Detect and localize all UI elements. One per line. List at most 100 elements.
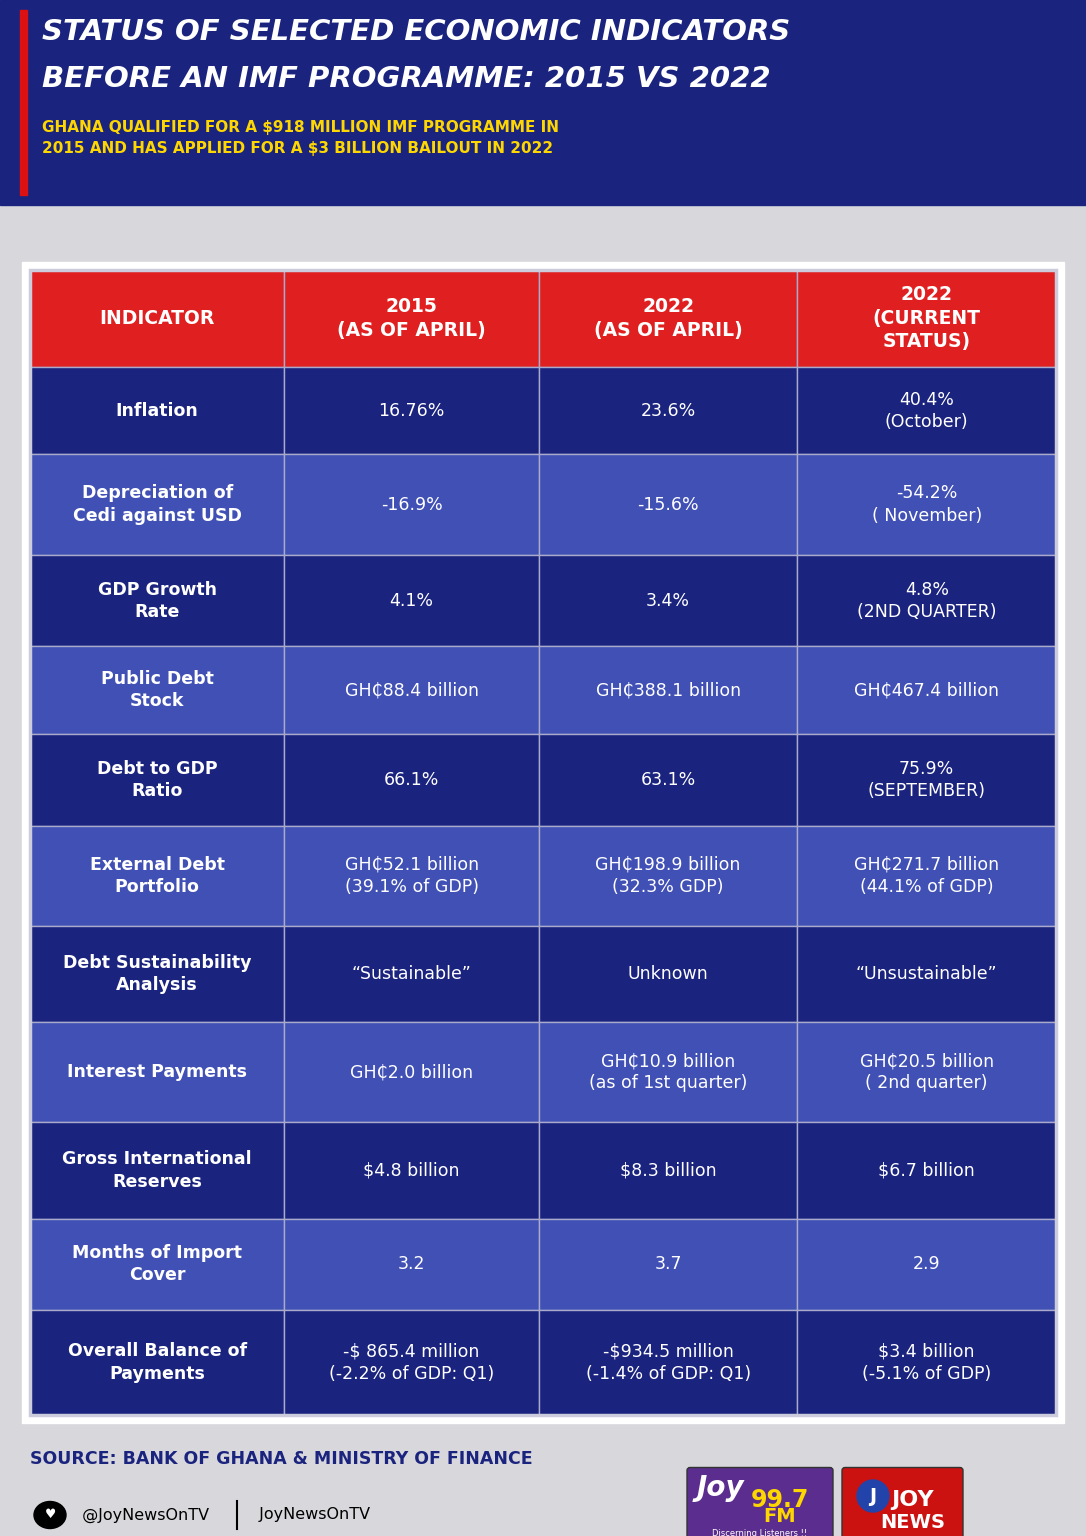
Text: 99.7: 99.7 — [750, 1488, 809, 1511]
Bar — [797, 455, 1056, 554]
Text: JoyNewsOnTV: JoyNewsOnTV — [249, 1507, 370, 1522]
Text: Public Debt
Stock: Public Debt Stock — [101, 670, 214, 710]
Bar — [539, 926, 797, 1021]
Text: STATUS OF SELECTED ECONOMIC INDICATORS: STATUS OF SELECTED ECONOMIC INDICATORS — [42, 18, 791, 46]
Text: GH₵20.5 billion
( 2nd quarter): GH₵20.5 billion ( 2nd quarter) — [860, 1052, 994, 1092]
Bar — [539, 647, 797, 734]
Bar — [285, 270, 539, 367]
Text: 40.4%
(October): 40.4% (October) — [885, 390, 969, 430]
Bar — [539, 270, 797, 367]
Text: GH₵88.4 billion: GH₵88.4 billion — [344, 680, 479, 699]
Text: 16.76%: 16.76% — [379, 402, 445, 419]
Bar — [797, 1021, 1056, 1123]
Text: FM: FM — [763, 1507, 796, 1525]
Text: $4.8 billion: $4.8 billion — [364, 1161, 460, 1180]
Bar — [797, 367, 1056, 455]
Text: 3.4%: 3.4% — [646, 591, 691, 610]
Text: 63.1%: 63.1% — [641, 771, 696, 788]
Bar — [285, 1310, 539, 1415]
Text: $8.3 billion: $8.3 billion — [620, 1161, 717, 1180]
Text: GH₵388.1 billion: GH₵388.1 billion — [595, 680, 741, 699]
Text: JOY: JOY — [892, 1490, 934, 1510]
Bar — [285, 647, 539, 734]
Bar — [30, 647, 285, 734]
Text: NEWS: NEWS — [880, 1513, 945, 1531]
Text: 4.8%
(2ND QUARTER): 4.8% (2ND QUARTER) — [857, 581, 997, 621]
Text: 2022
(CURRENT
STATUS): 2022 (CURRENT STATUS) — [873, 286, 981, 352]
Text: -15.6%: -15.6% — [637, 496, 699, 513]
Bar — [285, 367, 539, 455]
Text: GDP Growth
Rate: GDP Growth Rate — [98, 581, 217, 621]
Text: GH₵2.0 billion: GH₵2.0 billion — [350, 1063, 473, 1081]
Text: GHANA QUALIFIED FOR A $918 MILLION IMF PROGRAMME IN
2015 AND HAS APPLIED FOR A $: GHANA QUALIFIED FOR A $918 MILLION IMF P… — [42, 120, 559, 157]
FancyBboxPatch shape — [687, 1467, 833, 1536]
Text: Gross International
Reserves: Gross International Reserves — [62, 1150, 252, 1190]
Bar — [285, 926, 539, 1021]
Bar — [797, 554, 1056, 647]
Bar — [285, 1021, 539, 1123]
Text: GH₵52.1 billion
(39.1% of GDP): GH₵52.1 billion (39.1% of GDP) — [344, 856, 479, 895]
Bar — [539, 734, 797, 825]
Bar — [30, 367, 285, 455]
Text: 75.9%
(SEPTEMBER): 75.9% (SEPTEMBER) — [868, 759, 986, 800]
Text: -$934.5 million
(-1.4% of GDP: Q1): -$934.5 million (-1.4% of GDP: Q1) — [585, 1342, 750, 1382]
Bar — [30, 270, 1056, 1415]
Bar — [20, 11, 27, 195]
Bar — [0, 0, 1086, 204]
Text: Interest Payments: Interest Payments — [67, 1063, 248, 1081]
Text: $3.4 billion
(-5.1% of GDP): $3.4 billion (-5.1% of GDP) — [862, 1342, 992, 1382]
Bar — [22, 263, 1064, 1422]
Text: -16.9%: -16.9% — [381, 496, 443, 513]
Bar — [30, 1021, 285, 1123]
Text: “Unsustainable”: “Unsustainable” — [856, 965, 998, 983]
Bar — [285, 1123, 539, 1218]
Text: Joy: Joy — [696, 1475, 744, 1502]
Bar — [797, 1310, 1056, 1415]
Bar — [797, 825, 1056, 926]
Text: BEFORE AN IMF PROGRAMME: 2015 VS 2022: BEFORE AN IMF PROGRAMME: 2015 VS 2022 — [42, 65, 771, 94]
Text: GH₵10.9 billion
(as of 1st quarter): GH₵10.9 billion (as of 1st quarter) — [589, 1052, 747, 1092]
Text: SOURCE: BANK OF GHANA & MINISTRY OF FINANCE: SOURCE: BANK OF GHANA & MINISTRY OF FINA… — [30, 1450, 532, 1468]
Text: INDICATOR: INDICATOR — [100, 309, 215, 329]
Bar — [539, 825, 797, 926]
Bar — [539, 554, 797, 647]
Text: Months of Import
Cover: Months of Import Cover — [73, 1244, 242, 1284]
Text: @JoyNewsOnTV: @JoyNewsOnTV — [72, 1507, 210, 1522]
Text: External Debt
Portfolio: External Debt Portfolio — [90, 856, 225, 895]
Text: 3.7: 3.7 — [655, 1255, 682, 1273]
Text: -$ 865.4 million
(-2.2% of GDP: Q1): -$ 865.4 million (-2.2% of GDP: Q1) — [329, 1342, 494, 1382]
Bar — [30, 1310, 285, 1415]
Text: 2015
(AS OF APRIL): 2015 (AS OF APRIL) — [338, 298, 487, 339]
Text: Overall Balance of
Payments: Overall Balance of Payments — [67, 1342, 247, 1382]
Ellipse shape — [857, 1481, 889, 1511]
Bar — [539, 1021, 797, 1123]
Bar — [30, 825, 285, 926]
Text: 2022
(AS OF APRIL): 2022 (AS OF APRIL) — [594, 298, 743, 339]
Bar — [797, 926, 1056, 1021]
Text: J: J — [870, 1487, 876, 1505]
Bar — [285, 554, 539, 647]
Bar — [30, 734, 285, 825]
Text: GH₵467.4 billion: GH₵467.4 billion — [855, 680, 999, 699]
Bar — [30, 270, 285, 367]
Bar — [539, 1310, 797, 1415]
Bar — [285, 734, 539, 825]
Bar — [539, 1123, 797, 1218]
Text: -54.2%
( November): -54.2% ( November) — [872, 484, 982, 525]
Bar — [797, 734, 1056, 825]
Bar — [539, 1218, 797, 1310]
Bar — [30, 1123, 285, 1218]
FancyBboxPatch shape — [842, 1467, 963, 1536]
Text: Debt Sustainability
Analysis: Debt Sustainability Analysis — [63, 954, 252, 994]
Bar — [539, 367, 797, 455]
Bar — [539, 455, 797, 554]
Bar — [285, 1218, 539, 1310]
Text: 66.1%: 66.1% — [384, 771, 440, 788]
Text: 3.2: 3.2 — [397, 1255, 426, 1273]
Bar — [30, 1218, 285, 1310]
Bar — [285, 825, 539, 926]
Bar — [797, 647, 1056, 734]
Text: 2.9: 2.9 — [913, 1255, 940, 1273]
Text: 4.1%: 4.1% — [390, 591, 433, 610]
Bar — [30, 455, 285, 554]
